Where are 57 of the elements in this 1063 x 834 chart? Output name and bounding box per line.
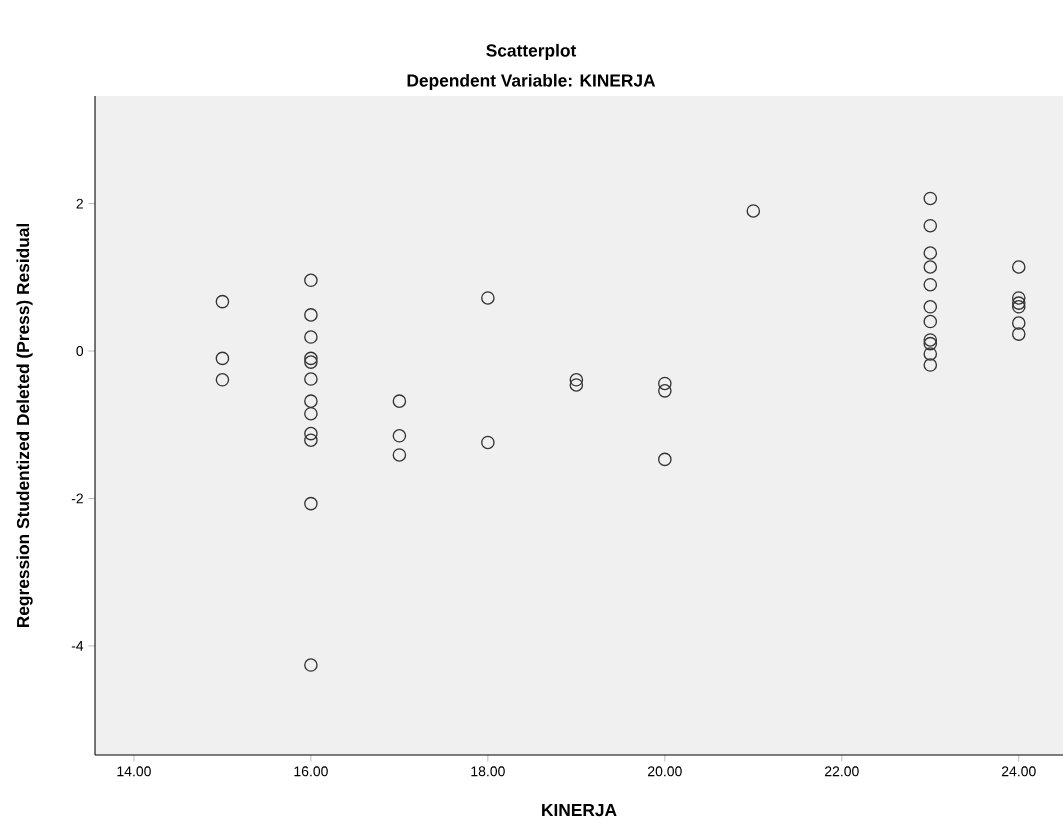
point [1011, 300, 1026, 314]
point [215, 372, 230, 387]
point [923, 358, 938, 372]
point [215, 351, 230, 366]
point [1011, 327, 1026, 341]
point [304, 355, 318, 369]
point [304, 658, 318, 672]
point [304, 433, 318, 448]
y-tick-label: -4 [71, 641, 84, 651]
y-axis-title: Regression Studentized Deleted (Press) Residual [16, 223, 33, 628]
point [923, 277, 938, 292]
x-tick-label: 14.00 [117, 766, 151, 777]
point [923, 191, 938, 206]
point [304, 273, 318, 288]
point [569, 372, 584, 387]
point [923, 246, 938, 260]
point [304, 406, 318, 421]
point [923, 300, 938, 314]
point [1011, 316, 1026, 330]
chart-subtitle: Dependent Variable: KINERJA [407, 73, 656, 91]
point [392, 448, 407, 462]
point [392, 394, 407, 408]
point [481, 291, 495, 305]
point [923, 218, 938, 233]
point [1011, 291, 1026, 305]
point [923, 336, 938, 351]
x-tick-label: 18.00 [471, 766, 505, 777]
chart-title: Scatterplot [486, 43, 577, 61]
point [923, 347, 938, 361]
point [923, 260, 938, 274]
point [1011, 296, 1026, 310]
point [304, 330, 318, 344]
x-tick-label: 16.00 [294, 766, 328, 777]
point [304, 351, 318, 366]
point [392, 429, 407, 443]
point [923, 314, 938, 329]
point [658, 384, 672, 398]
point [658, 452, 672, 467]
x-axis-title: KINERJA [542, 804, 617, 817]
point [304, 308, 318, 322]
x-tick-label: 24.00 [1001, 766, 1036, 777]
point [304, 394, 318, 408]
point [304, 496, 318, 511]
point [481, 435, 495, 450]
point [304, 372, 318, 386]
y-tick-label: -2 [71, 493, 83, 504]
point [923, 333, 938, 347]
point [304, 426, 318, 441]
y-tick-label: 2 [76, 198, 83, 209]
x-tick-label: 22.00 [824, 766, 859, 777]
y-tick-label: 0 [76, 346, 84, 356]
point [569, 378, 584, 392]
point [1011, 260, 1026, 274]
point [746, 204, 761, 218]
x-tick-label: 20.00 [648, 766, 682, 777]
point [658, 376, 672, 391]
point [215, 294, 230, 309]
